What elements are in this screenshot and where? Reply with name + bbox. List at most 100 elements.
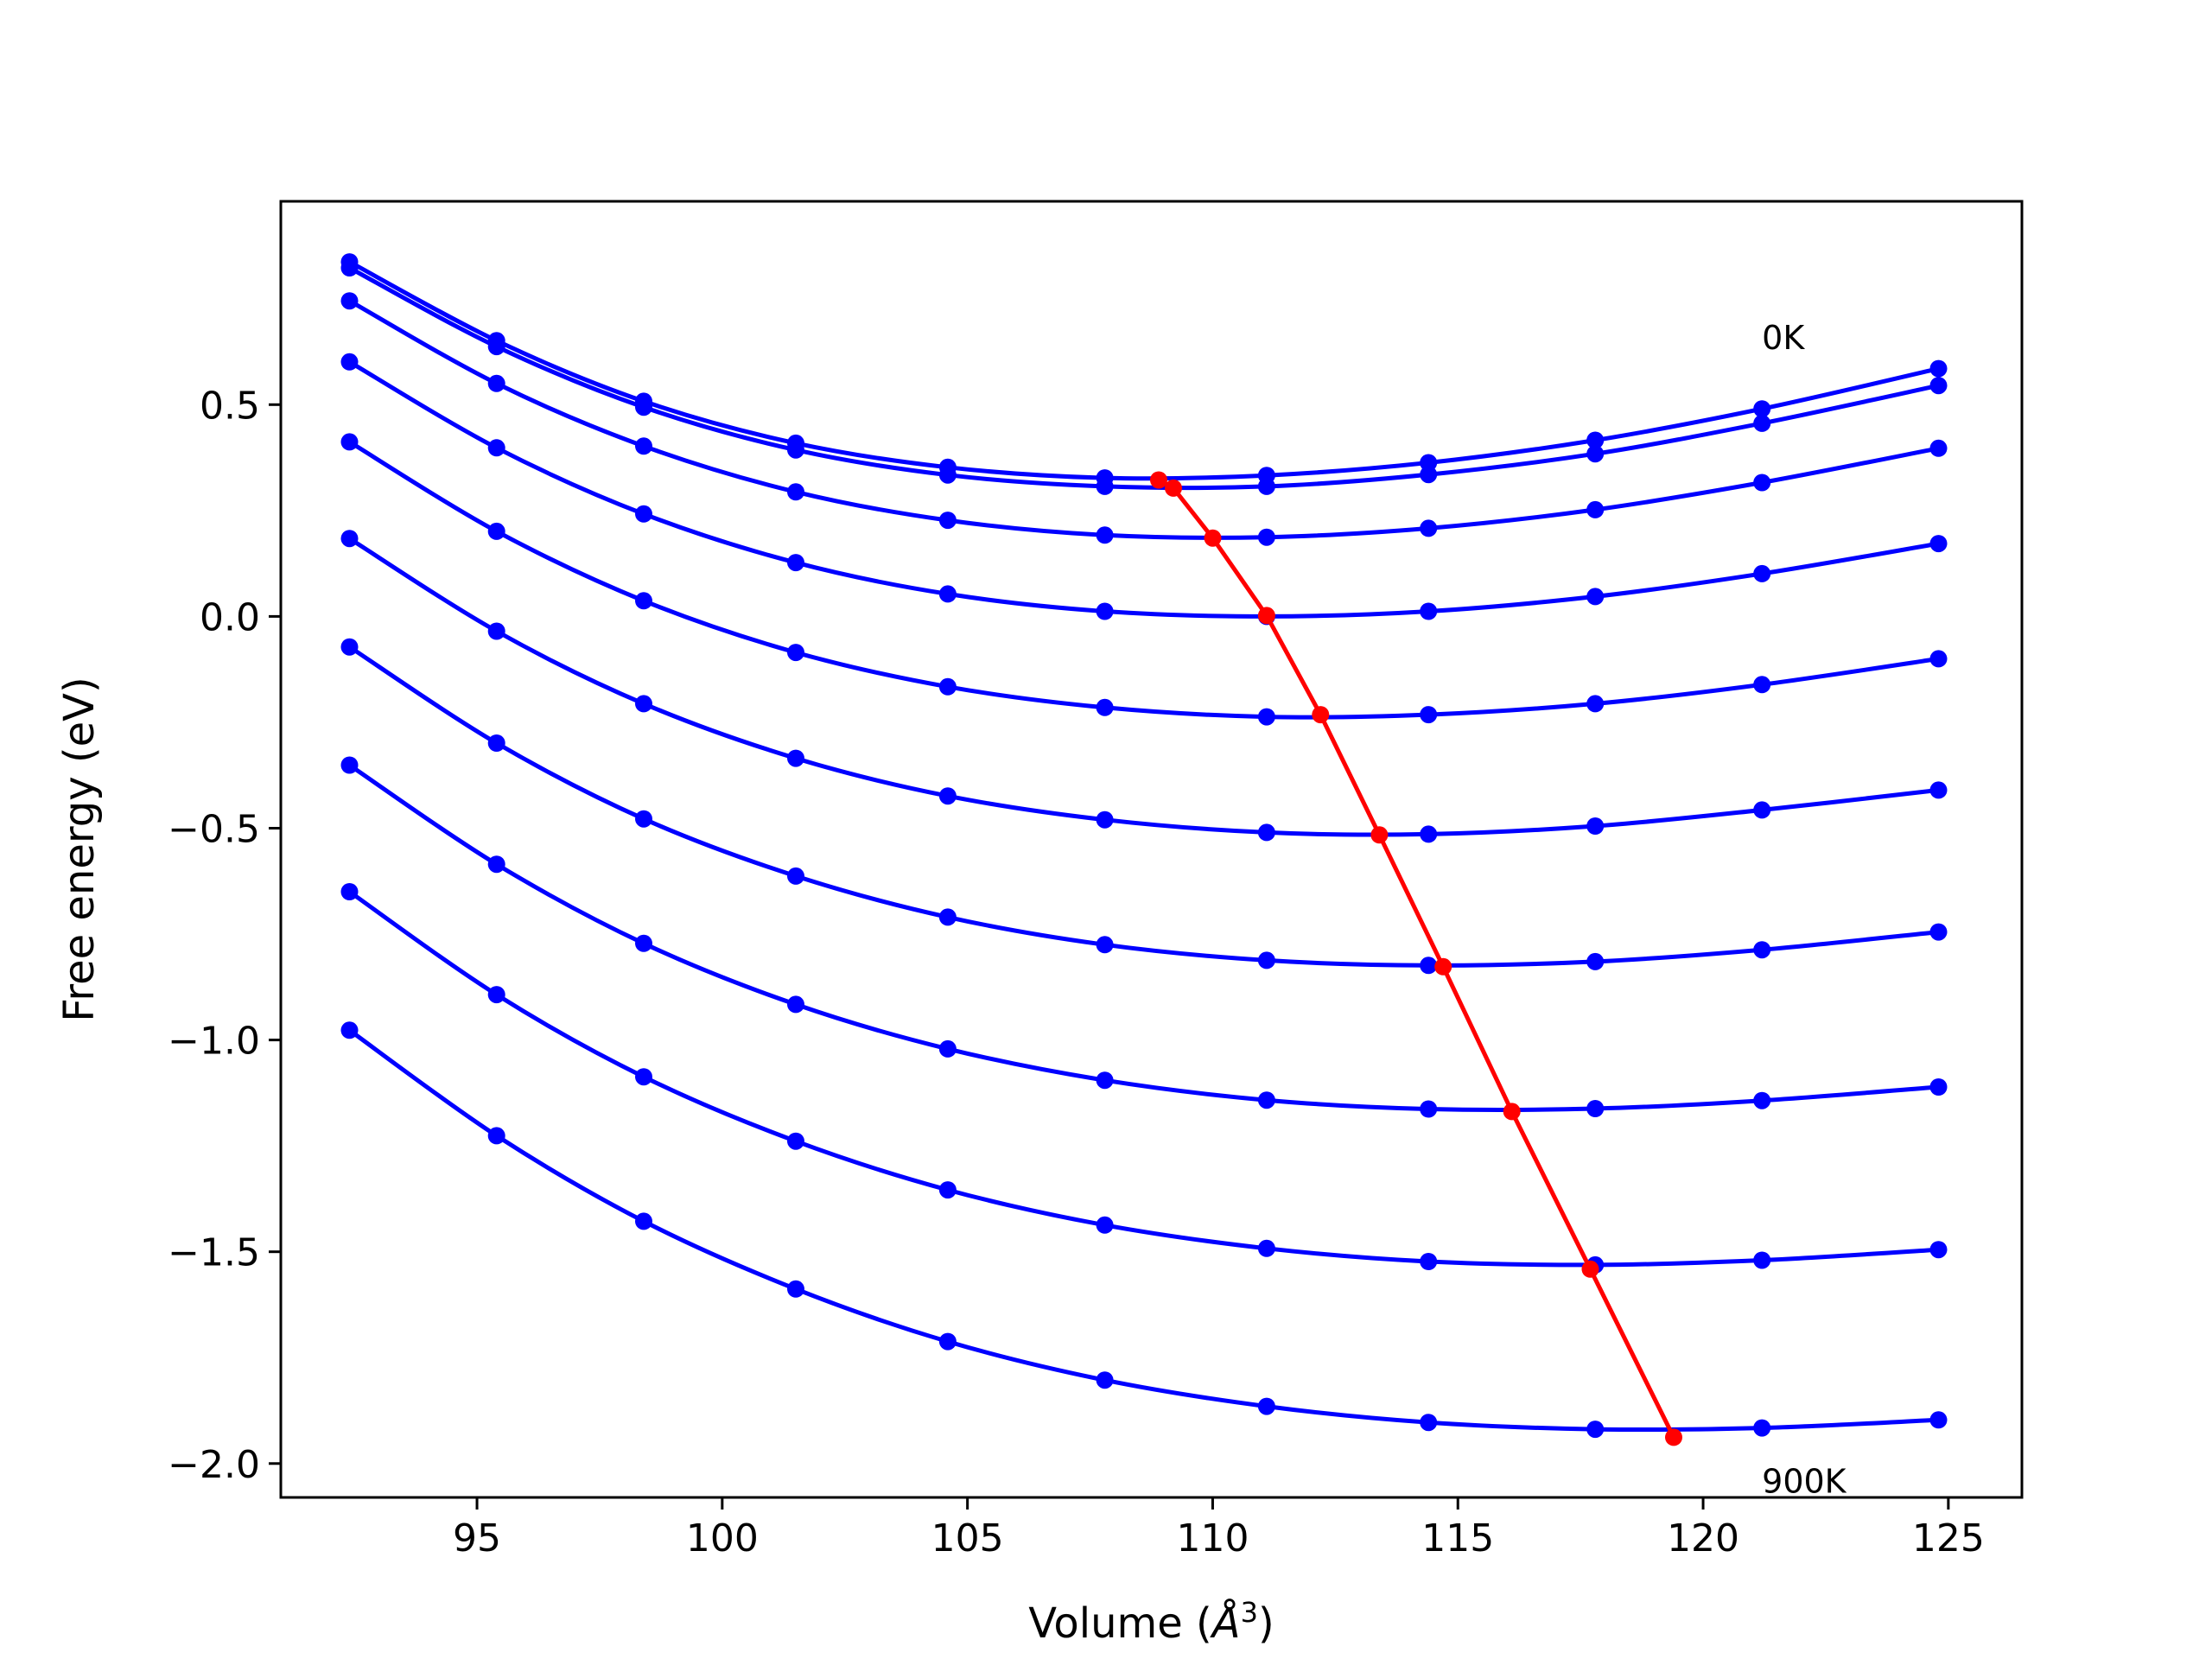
series-8-point-7	[1420, 1253, 1438, 1270]
min-curve-point-3	[1257, 607, 1275, 625]
series-2-point-10	[1929, 439, 1948, 457]
series-0-point-7	[1420, 454, 1438, 472]
x-axis-label-exp: 3	[1241, 1596, 1258, 1629]
series-6-point-9	[1753, 941, 1771, 959]
series-8-point-6	[1257, 1239, 1275, 1257]
series-4-point-0	[340, 433, 359, 451]
y-tick-label-1: 0.0	[200, 595, 260, 639]
series-5-point-5	[1096, 810, 1114, 829]
series-4-point-6	[1257, 708, 1275, 726]
series-6-point-8	[1586, 952, 1605, 970]
series-5-point-8	[1586, 817, 1605, 835]
series-1-point-3	[787, 441, 804, 459]
series-3-point-8	[1586, 588, 1605, 606]
series-5-point-7	[1420, 825, 1438, 843]
series-4-point-2	[635, 592, 652, 610]
series-6-point-10	[1929, 923, 1948, 941]
series-9-point-5	[1096, 1371, 1114, 1389]
series-1-point-10	[1929, 377, 1948, 395]
series-1	[340, 259, 1948, 495]
x-axis-label-unit: Å	[1210, 1599, 1241, 1648]
min-curve-point-9	[1665, 1428, 1682, 1446]
series-0-point-8	[1586, 431, 1605, 449]
series-9-point-0	[340, 1021, 359, 1039]
series-2-point-2	[635, 437, 652, 455]
series-1-point-4	[938, 466, 957, 484]
series-2-point-7	[1420, 519, 1438, 537]
series-7-point-7	[1420, 1100, 1438, 1118]
x-tick-label-5: 120	[1667, 1516, 1739, 1560]
series-3-point-0	[340, 353, 359, 371]
series-5-point-9	[1753, 801, 1771, 819]
series-5-point-10	[1929, 781, 1948, 799]
series-5-point-3	[787, 749, 804, 767]
series-2-point-0	[340, 292, 359, 310]
series-4-point-7	[1420, 706, 1438, 724]
series-7-point-0	[340, 756, 359, 774]
series-9-point-8	[1586, 1421, 1605, 1439]
series-7-point-5	[1096, 1071, 1114, 1090]
series-9-point-1	[487, 1127, 505, 1145]
series-2-point-4	[938, 512, 957, 530]
series-4-point-10	[1929, 650, 1948, 668]
x-axis-label-prefix: Volume (	[1028, 1599, 1212, 1648]
series-5-point-2	[635, 695, 652, 713]
series-9-point-4	[938, 1332, 957, 1351]
min-curve-point-0	[1150, 471, 1167, 489]
series-8-point-5	[1096, 1216, 1114, 1234]
series-9-point-9	[1753, 1419, 1771, 1437]
annotations: 0K 900K	[1762, 319, 1847, 1501]
y-tick-label-5: −2.0	[168, 1443, 260, 1487]
series-1-point-1	[487, 338, 505, 356]
series-3-point-4	[938, 585, 957, 603]
series-7-point-1	[487, 855, 505, 874]
min-curve-point-7	[1503, 1103, 1521, 1121]
series-8-point-1	[487, 986, 505, 1004]
series-8-point-9	[1753, 1251, 1771, 1269]
series-6-point-2	[635, 810, 652, 828]
series-2-point-8	[1586, 500, 1605, 518]
series-2-point-5	[1096, 526, 1114, 544]
series-8-point-3	[787, 1132, 804, 1150]
series-7-point-9	[1753, 1091, 1771, 1109]
series-7-point-2	[635, 934, 652, 952]
y-tick-label-0: 0.5	[200, 384, 260, 428]
series-1-point-9	[1753, 414, 1771, 432]
series-5	[340, 530, 1948, 843]
series-3-point-10	[1929, 535, 1948, 553]
x-axis-label: Volume (Å3)	[1028, 1596, 1274, 1648]
series-9-point-10	[1929, 1411, 1948, 1429]
series-5-point-6	[1257, 823, 1275, 842]
min-curve-point-6	[1434, 957, 1452, 976]
x-tick-label-6: 125	[1912, 1516, 1985, 1560]
y-tick-label-4: −1.5	[168, 1231, 260, 1275]
series-4	[340, 433, 1948, 726]
series-7	[340, 756, 1948, 1118]
series-7-point-3	[787, 995, 804, 1014]
series-3-point-9	[1753, 564, 1771, 582]
series-1-point-7	[1420, 466, 1438, 484]
series-3-point-7	[1420, 602, 1438, 620]
series-3-point-2	[635, 505, 652, 523]
series-2-point-3	[787, 483, 804, 501]
series-1-point-6	[1257, 477, 1275, 495]
series-2-point-6	[1257, 528, 1275, 546]
series-3-point-1	[487, 439, 505, 457]
series-0-point-10	[1929, 359, 1948, 378]
series-9-point-6	[1257, 1397, 1275, 1415]
min-curve-point-2	[1204, 529, 1222, 547]
min-curve-point-5	[1370, 826, 1389, 844]
plot-frame	[279, 200, 2024, 1499]
series-6-point-0	[340, 638, 359, 656]
x-tick-label-0: 95	[453, 1516, 501, 1560]
x-ticks: 95 100 105 110 115 120 125	[453, 1497, 1985, 1560]
series-4-point-9	[1753, 676, 1771, 694]
series-6-point-6	[1257, 951, 1275, 969]
series-0-point-9	[1753, 400, 1771, 418]
annotation-0: 0K	[1762, 319, 1805, 357]
series-4-point-4	[938, 677, 957, 696]
series-8-point-10	[1929, 1241, 1948, 1259]
series-1-point-5	[1096, 477, 1114, 495]
series-6	[340, 638, 1948, 975]
